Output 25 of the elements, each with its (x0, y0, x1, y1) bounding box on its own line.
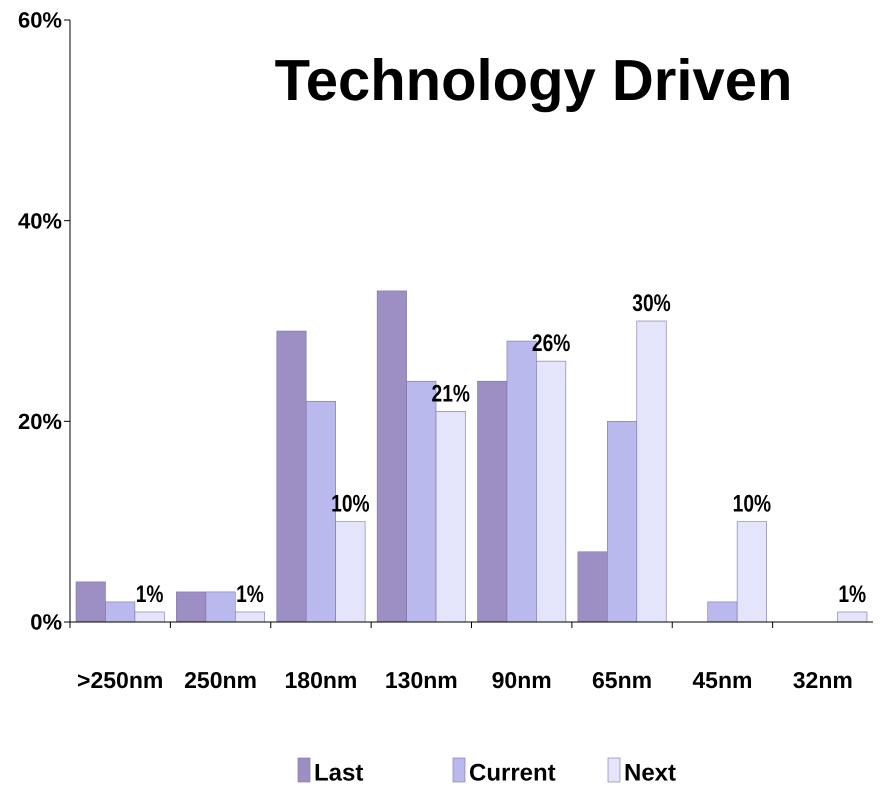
y-tick-label: 20% (18, 409, 62, 434)
x-tick-label: 130nm (384, 667, 458, 693)
legend-label: Current (469, 759, 556, 786)
y-tick-label: 60% (18, 8, 62, 33)
data-label: 10% (732, 490, 772, 518)
x-tick-label: 45nm (692, 667, 752, 693)
y-tick-label: 40% (18, 208, 62, 234)
text: Technology Driven (274, 48, 792, 113)
x-tick-label: 90nm (492, 667, 552, 693)
x-tick-label: 180nm (284, 667, 358, 693)
x-tick-label: 32nm (792, 667, 853, 693)
data-label: 10% (331, 490, 370, 518)
legend-label: Last (314, 759, 364, 786)
y-tick-label: 0% (30, 610, 62, 635)
x-tick-label: >250nm (77, 667, 164, 693)
data-label: 1% (136, 580, 164, 608)
data-label: 1% (838, 580, 866, 608)
bar (837, 612, 868, 622)
data-label: 21% (432, 379, 470, 407)
x-tick-label: 65nm (592, 667, 652, 693)
x-tick-label: 250nm (184, 667, 257, 693)
data-label: 1% (236, 580, 264, 608)
data-label: 30% (632, 288, 671, 317)
data-label: 26% (532, 329, 570, 357)
legend-label: Next (624, 759, 676, 786)
